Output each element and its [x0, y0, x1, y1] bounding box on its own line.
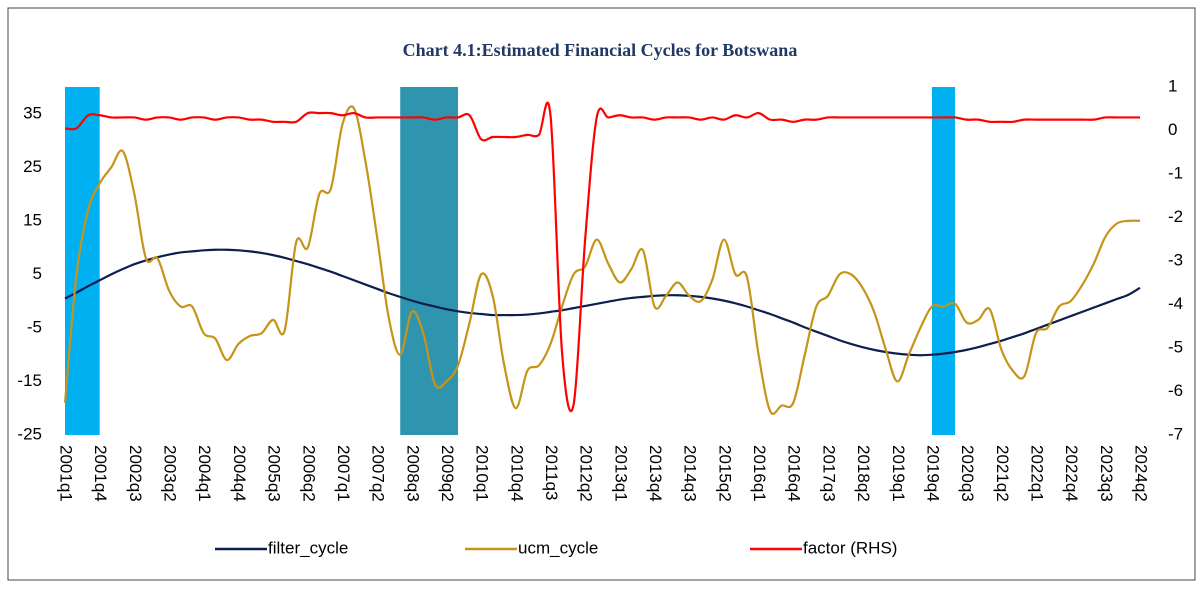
x-tick-label: 2002q3: [126, 445, 145, 502]
y2-tick-label: -2: [1168, 207, 1183, 226]
x-tick-label: 2004q4: [230, 445, 249, 502]
chart: Chart 4.1:Estimated Financial Cycles for…: [0, 0, 1203, 588]
x-tick-label: 2018q2: [854, 445, 873, 502]
x-tick-label: 2001q1: [57, 445, 76, 502]
x-tick-label: 2019q4: [923, 445, 942, 502]
x-tick-label: 2010q4: [507, 445, 526, 502]
x-tick-label: 2023q3: [1097, 445, 1116, 502]
x-tick-label: 2014q3: [681, 445, 700, 502]
shaded-period: [932, 87, 955, 435]
x-tick-label: 2010q1: [473, 445, 492, 502]
x-tick-label: 2020q3: [958, 445, 977, 502]
y-tick-label: -25: [17, 424, 42, 443]
x-tick-label: 2001q4: [91, 445, 110, 502]
x-tick-label: 2022q1: [1027, 445, 1046, 502]
x-tick-label: 2013q1: [611, 445, 630, 502]
y2-tick-label: -1: [1168, 163, 1183, 182]
x-tick-label: 2005q3: [265, 445, 284, 502]
x-tick-label: 2004q1: [195, 445, 214, 502]
x-tick-label: 2017q3: [819, 445, 838, 502]
x-tick-label: 2016q4: [785, 445, 804, 502]
y-tick-label: -15: [17, 371, 42, 390]
legend-label: filter_cycle: [268, 538, 348, 557]
y2-tick-label: -7: [1168, 424, 1183, 443]
y2-tick-label: -4: [1168, 294, 1183, 313]
x-tick-label: 2019q1: [889, 445, 908, 502]
y2-tick-label: 1: [1168, 76, 1177, 95]
x-tick-label: 2013q4: [646, 445, 665, 502]
y2-tick-label: 0: [1168, 120, 1177, 139]
x-tick-label: 2011q3: [542, 445, 561, 500]
y-tick-label: 15: [23, 210, 42, 229]
x-tick-label: 2024q2: [1132, 445, 1151, 502]
y2-tick-label: -6: [1168, 381, 1183, 400]
y-tick-label: -5: [27, 317, 42, 336]
x-tick-label: 2006q2: [299, 445, 318, 502]
x-tick-label: 2012q2: [577, 445, 596, 502]
legend-label: factor (RHS): [803, 538, 897, 557]
x-tick-label: 2007q2: [369, 445, 388, 502]
y-tick-label: 5: [33, 264, 42, 283]
legend-label: ucm_cycle: [518, 538, 598, 557]
y-tick-label: 25: [23, 157, 42, 176]
x-tick-label: 2015q2: [715, 445, 734, 502]
x-tick-label: 2016q1: [750, 445, 769, 502]
x-tick-label: 2021q2: [993, 445, 1012, 502]
chart-border: [8, 8, 1195, 580]
x-tick-label: 2009q2: [438, 445, 457, 502]
chart-title: Chart 4.1:Estimated Financial Cycles for…: [403, 40, 798, 60]
x-tick-label: 2007q1: [334, 445, 353, 502]
y2-tick-label: -5: [1168, 337, 1183, 356]
x-tick-label: 2003q2: [161, 445, 180, 502]
y-tick-label: 35: [23, 103, 42, 122]
y2-tick-label: -3: [1168, 250, 1183, 269]
shaded-period: [400, 87, 458, 435]
x-tick-label: 2008q3: [403, 445, 422, 502]
x-tick-label: 2022q4: [1062, 445, 1081, 502]
shaded-period: [65, 87, 100, 435]
